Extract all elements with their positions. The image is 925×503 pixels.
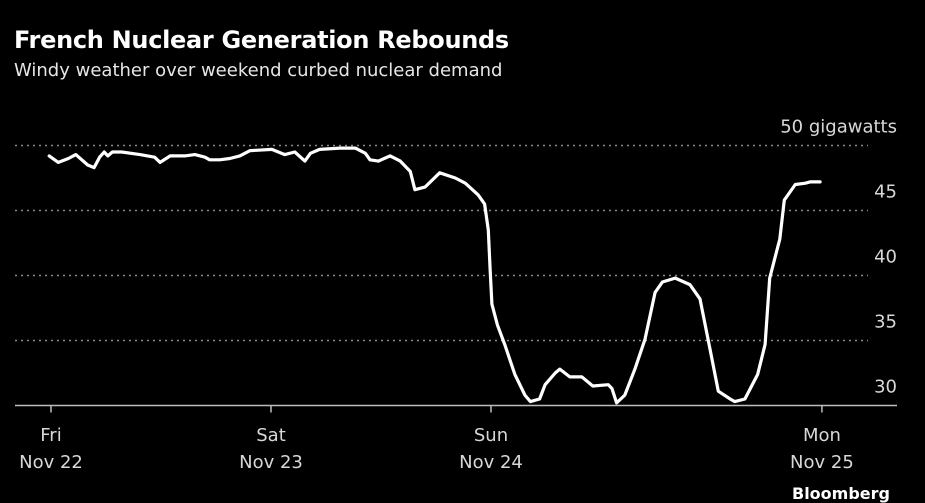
x-tick-label-day: Sat (256, 425, 286, 446)
bloomberg-logo: Bloomberg (792, 484, 890, 503)
x-tick-label-day: Sun (474, 425, 508, 446)
x-tick-label-date: Nov 24 (459, 452, 523, 473)
x-tick-label-date: Nov 22 (19, 452, 83, 473)
y-tick-label: 35 (874, 312, 897, 333)
x-tick-label-day: Mon (803, 425, 841, 446)
y-tick-label: 30 (874, 377, 897, 398)
x-tick-label-day: Fri (40, 425, 61, 446)
x-tick-label-date: Nov 25 (790, 452, 854, 473)
x-tick-label-date: Nov 23 (239, 452, 303, 473)
y-tick-label: 50 gigawatts (780, 117, 897, 138)
y-tick-label: 40 (874, 247, 897, 268)
y-tick-label: 45 (874, 182, 897, 203)
chart-title: French Nuclear Generation Rebounds (14, 26, 509, 54)
nuclear-generation-line (47, 146, 822, 405)
chart-subtitle: Windy weather over weekend curbed nuclea… (14, 60, 503, 81)
